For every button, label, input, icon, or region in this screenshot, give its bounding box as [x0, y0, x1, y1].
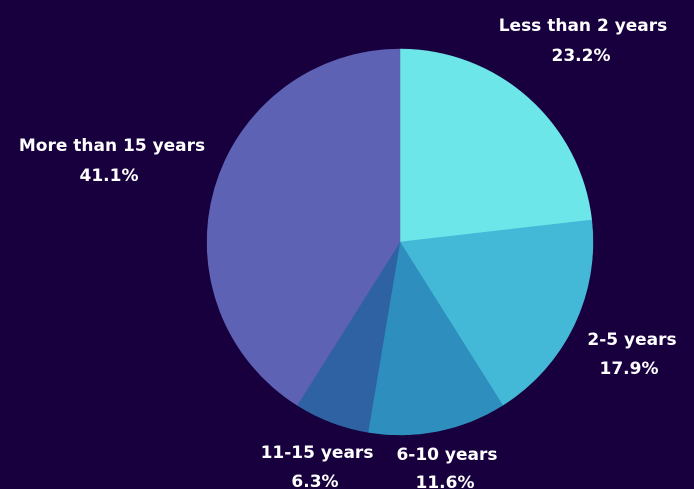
slice-label-more-than-15-years: More than 15 years [19, 136, 205, 156]
slice-value-2-5-years: 17.9% [600, 359, 659, 379]
slice-value-more-than-15-years: 41.1% [80, 166, 139, 186]
slice-label-2-5-years: 2-5 years [587, 330, 676, 350]
pie-slice-2-5-years [399, 219, 594, 406]
pie-slice-6-10-years [367, 241, 504, 436]
pie-slice-less-than-2-years [399, 48, 593, 243]
pie-slice-more-than-15-years [206, 48, 401, 406]
pie-labels: Less than 2 years 23.2% 2-5 years 17.9% … [19, 16, 677, 489]
slice-label-less-than-2-years: Less than 2 years [499, 16, 668, 36]
pie-slices [206, 48, 594, 436]
slice-label-6-10-years: 6-10 years [396, 445, 497, 465]
slice-label-11-15-years: 11-15 years [261, 443, 374, 463]
slice-value-11-15-years: 6.3% [291, 472, 338, 489]
slice-value-6-10-years: 11.6% [416, 473, 475, 489]
slice-value-less-than-2-years: 23.2% [552, 46, 611, 66]
